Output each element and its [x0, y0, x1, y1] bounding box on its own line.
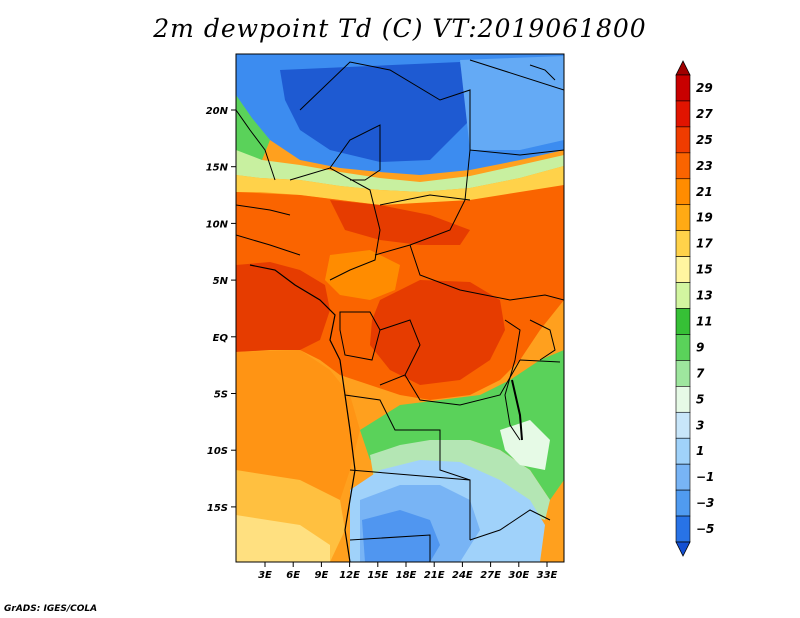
lon-tick-label: 24E: [452, 570, 473, 581]
colorbar-label: 5: [696, 392, 704, 406]
sahel-yellow-band: [236, 166, 564, 205]
colorbar-label: −3: [696, 496, 714, 510]
lon-tick-label: 18E: [396, 570, 417, 581]
humid-core-north: [330, 200, 470, 245]
lat-tick-label: 10S: [207, 446, 228, 457]
longitude-axis: 3E 6E 9E 12E 15E 18E 21E 24E 27E 30E 33E: [258, 562, 558, 581]
lon-tick-label: 21E: [424, 570, 445, 581]
lat-tick-label: 15N: [206, 163, 229, 174]
lon-tick-label: 3E: [258, 570, 272, 581]
colorbar-label: 27: [696, 107, 713, 121]
colorbar-label: 29: [696, 81, 713, 95]
colorbar-label: −1: [696, 470, 714, 484]
colorbar-arrow-bottom: [675, 541, 691, 557]
lon-tick-label: 30E: [508, 570, 529, 581]
south-driest: [362, 510, 440, 562]
colorbar-label: 1: [696, 444, 704, 458]
colorbar: 29 27 25 23 21 19 17 15 13 11 9 7 5 3 1 −1 −3 −5: [675, 60, 714, 557]
lat-tick-label: 20N: [206, 106, 229, 117]
colorbar-label: −5: [696, 522, 714, 536]
colorbar-segment: [675, 126, 691, 154]
colorbar-segment: [675, 152, 691, 180]
colorbar-segment: [675, 308, 691, 335]
atlantic-pale: [236, 515, 330, 562]
colorbar-segment: [675, 463, 691, 491]
colorbar-segment: [675, 282, 691, 309]
colorbar-label: 21: [696, 185, 713, 199]
map-title: 2m dewpoint Td (C) VT:2019061800: [153, 14, 647, 43]
humid-core-congo: [370, 280, 505, 385]
lat-tick-label: 15S: [207, 503, 228, 514]
sahel-pale-band: [236, 150, 564, 192]
lon-tick-label: 33E: [537, 570, 558, 581]
colorbar-label: 13: [696, 289, 713, 303]
colorbar-segment: [675, 178, 691, 206]
colorbar-label: 25: [696, 133, 713, 147]
colorbar-segment: [675, 386, 691, 413]
humid-core-west: [236, 262, 330, 352]
colorbar-label: 17: [696, 237, 713, 251]
lat-tick-label: EQ: [213, 333, 229, 344]
colorbar-segment: [675, 256, 691, 283]
colorbar-label: 9: [696, 340, 704, 354]
dewpoint-field: [236, 54, 564, 562]
colorbar-segment: [675, 411, 691, 439]
lat-tick-label: 5S: [214, 390, 228, 401]
lat-tick-label: 5N: [213, 276, 229, 287]
country-borders: [236, 59, 564, 562]
colorbar-segment: [675, 100, 691, 128]
map-frame: [235, 53, 565, 563]
lon-tick-label: 27E: [480, 570, 501, 581]
colorbar-segment: [675, 74, 691, 102]
colorbar-label: 7: [696, 366, 705, 380]
colorbar-segment: [675, 204, 691, 231]
grads-credit: GrADS: IGES/COLA: [4, 604, 98, 614]
colorbar-segment: [675, 230, 691, 257]
colorbar-segment: [675, 437, 691, 465]
colorbar-segment: [675, 360, 691, 387]
colorbar-label: 23: [696, 159, 713, 173]
sahara-edge: [460, 56, 564, 150]
plateau-lower: [325, 250, 400, 300]
colorbar-label: 19: [696, 211, 713, 225]
east-african-patch: [500, 420, 550, 470]
lat-tick-label: 10N: [206, 219, 229, 230]
latitude-axis: 20N 15N 10N 5N EQ 5S 10S 15S: [206, 106, 236, 514]
colorbar-segment: [675, 489, 691, 517]
colorbar-segment: [675, 334, 691, 361]
colorbar-label: 11: [696, 314, 713, 328]
lon-tick-label: 15E: [367, 570, 388, 581]
lon-tick-label: 6E: [286, 570, 300, 581]
colorbar-label: 3: [696, 418, 704, 432]
lon-tick-label: 12E: [339, 570, 360, 581]
colorbar-segment: [675, 515, 691, 543]
colorbar-arrow-top: [675, 60, 691, 76]
lon-tick-label: 9E: [315, 570, 329, 581]
colorbar-label: 15: [696, 263, 713, 277]
sahara-very-dry: [280, 62, 470, 162]
